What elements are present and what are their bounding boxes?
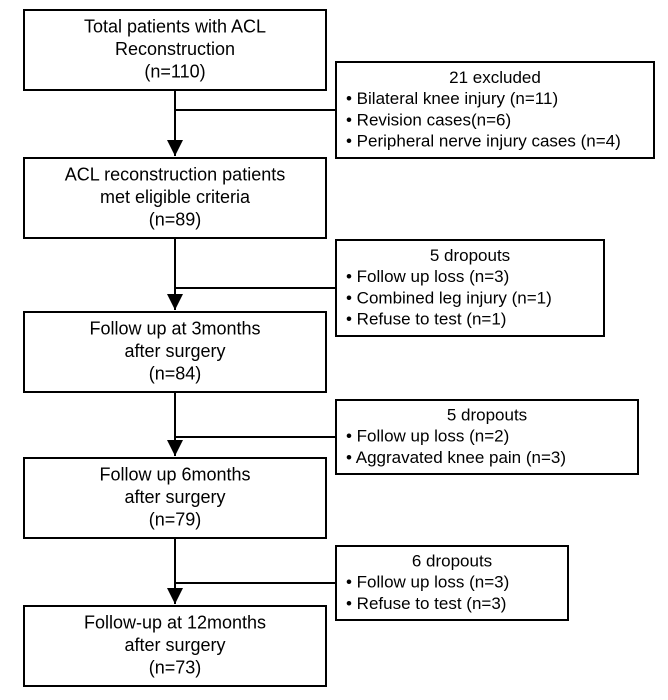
box-text: met eligible criteria (100, 187, 251, 207)
side-bullet: • Revision cases(n=6) (346, 110, 511, 129)
box-text: (n=84) (149, 363, 202, 383)
side-title: 5 dropouts (430, 246, 510, 265)
side-bullet: • Peripheral nerve injury cases (n=4) (346, 132, 621, 151)
side-title: 21 excluded (449, 68, 541, 87)
box-text: (n=89) (149, 209, 202, 229)
side-bullet: • Follow up loss (n=3) (346, 573, 509, 592)
flowchart: Total patients with ACLReconstruction(n=… (0, 0, 668, 700)
box-text: Follow up 6months (99, 464, 250, 484)
side-bullet: • Refuse to test (n=3) (346, 594, 506, 613)
box-text: (n=110) (144, 61, 205, 81)
side-title: 5 dropouts (447, 405, 527, 424)
box-text: after surgery (124, 341, 225, 361)
side-bullet: • Follow up loss (n=3) (346, 267, 509, 286)
box-text: (n=79) (149, 509, 202, 529)
side-bullet: • Aggravated knee pain (n=3) (346, 448, 566, 467)
side-bullet: • Follow up loss (n=2) (346, 427, 509, 446)
side-bullet: • Combined leg injury (n=1) (346, 288, 552, 307)
box-text: Total patients with ACL (84, 16, 266, 36)
side-title: 6 dropouts (412, 551, 492, 570)
box-text: (n=73) (149, 657, 202, 677)
box-text: Reconstruction (115, 39, 235, 59)
side-bullet: • Refuse to test (n=1) (346, 310, 506, 329)
box-text: after surgery (124, 487, 225, 507)
box-text: after surgery (124, 635, 225, 655)
box-text: ACL reconstruction patients (65, 164, 285, 184)
box-text: Follow-up at 12months (84, 612, 266, 632)
box-text: Follow up at 3months (89, 318, 260, 338)
side-bullet: • Bilateral knee injury (n=11) (346, 89, 558, 108)
